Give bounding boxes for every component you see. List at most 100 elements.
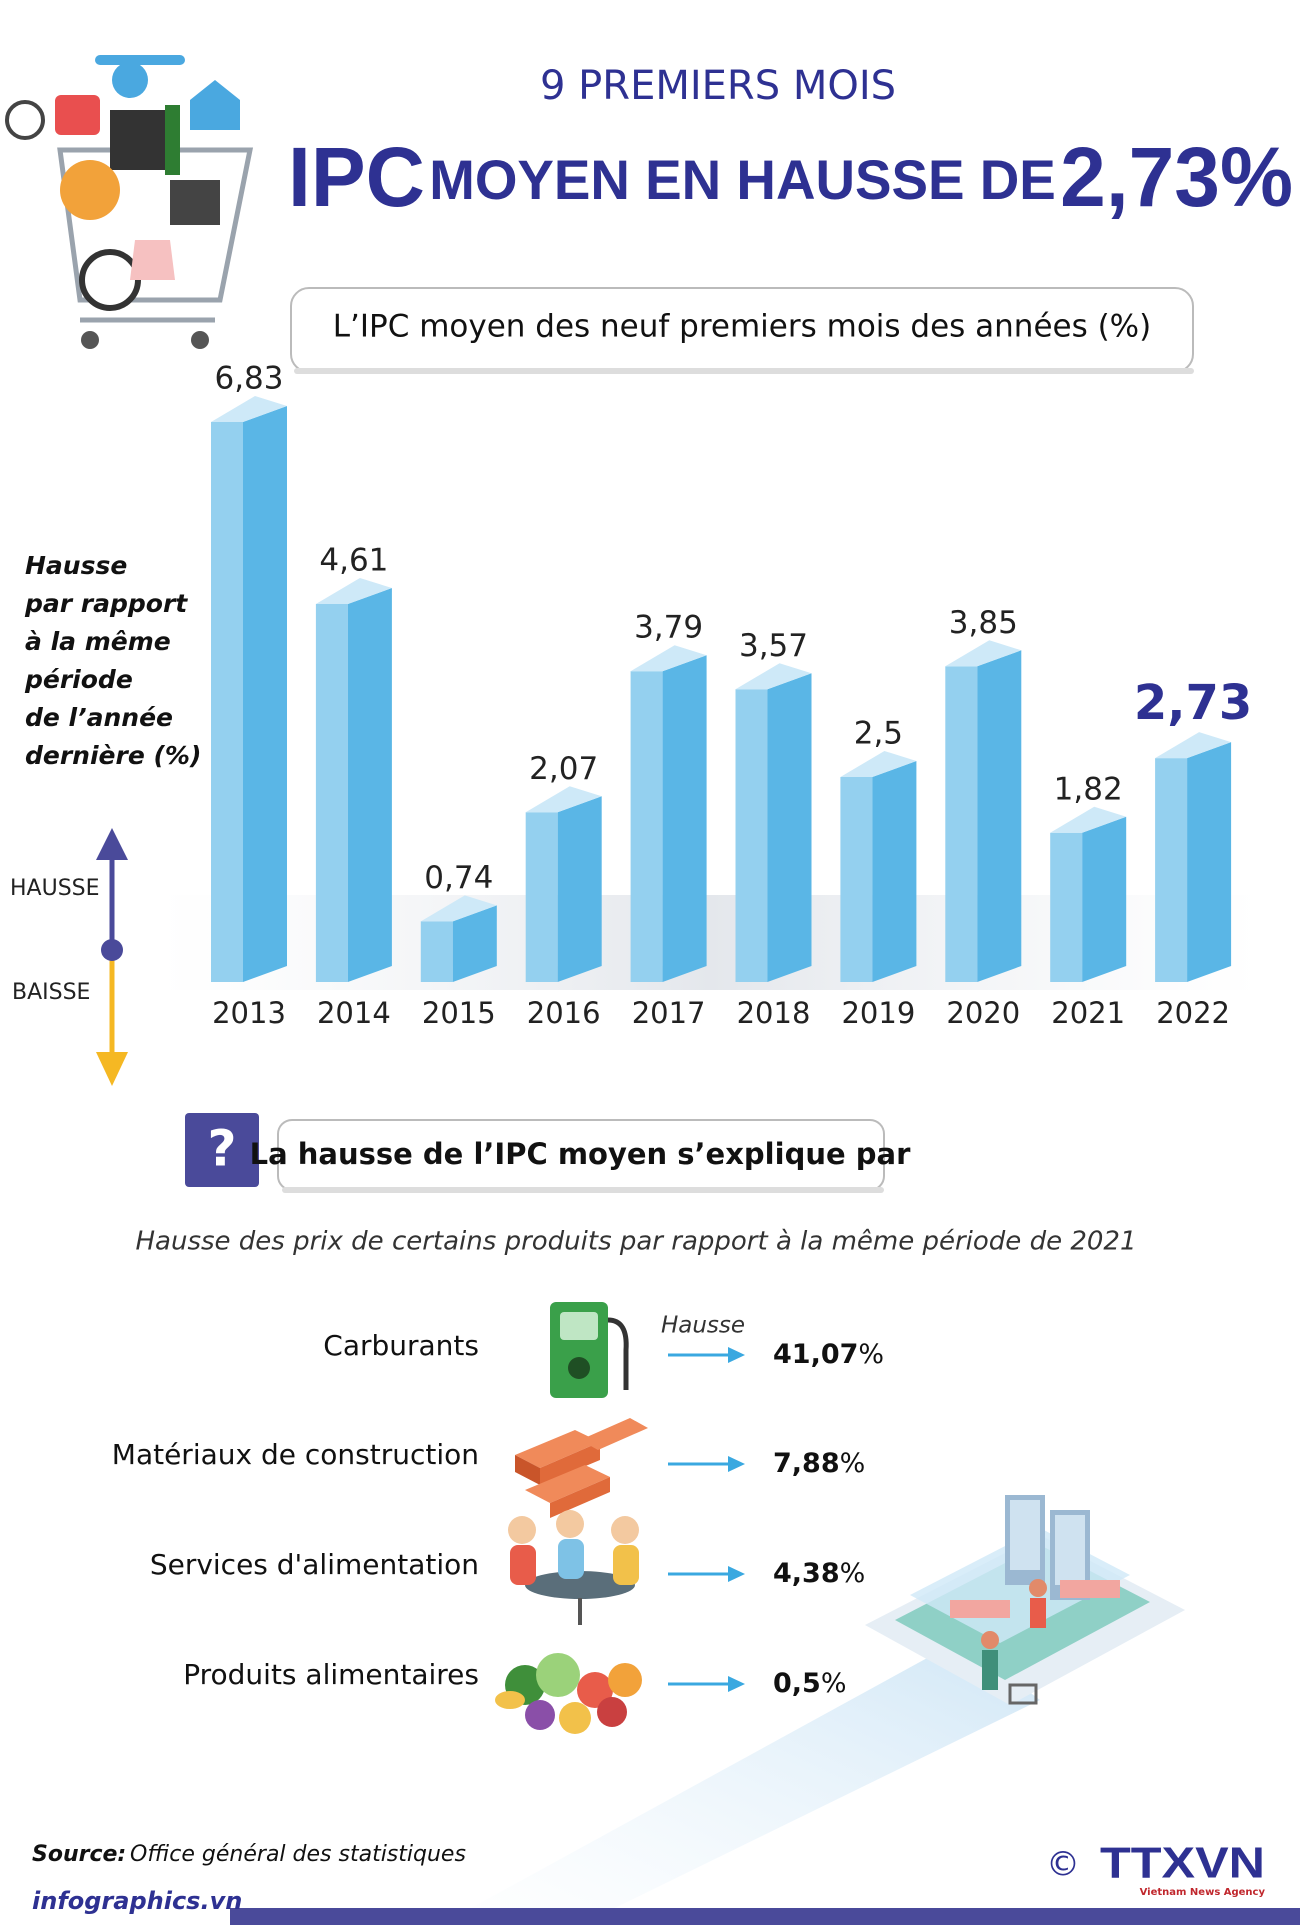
cart-illustration: [5, 55, 254, 349]
y-label: Hausse par rapport à la même période de l’an…: [24, 551, 201, 770]
item-value: 7,88%: [773, 1448, 865, 1479]
value-label: 2,5: [854, 716, 903, 752]
bar: [840, 777, 873, 982]
value-label: 4,61: [319, 542, 388, 578]
bar-side: [977, 650, 1022, 982]
bar: [735, 689, 768, 982]
value-label: 2,73: [1134, 675, 1252, 731]
bar-side: [452, 905, 497, 982]
items: Carburants 41,07% Matériaux de constructio…: [112, 1329, 884, 1699]
item-arrow-head: [728, 1566, 745, 1582]
direction-indicator: [96, 828, 128, 1086]
item-arrow-head: [728, 1456, 745, 1472]
value-label: 1,82: [1054, 771, 1123, 807]
item-unit: %: [840, 1448, 866, 1479]
y-label-line: dernière (%): [25, 741, 201, 770]
item-unit: %: [858, 1339, 884, 1370]
heading-box-shadow: [282, 1187, 884, 1193]
question-box: [185, 1113, 259, 1187]
bar-top: [945, 640, 1022, 667]
bar-top: [840, 751, 917, 777]
bar: [630, 671, 663, 982]
light-beam: [440, 1640, 1040, 1925]
headline-figure: 2,73%: [1060, 130, 1293, 224]
bar-top: [315, 577, 392, 604]
copyright: ©: [1046, 1845, 1080, 1885]
item-arrow-head: [728, 1347, 745, 1363]
bar-side: [243, 405, 287, 982]
produce-icon: [495, 1653, 642, 1734]
item-number: 7,88: [773, 1448, 840, 1479]
bar-top: [1155, 732, 1232, 759]
x-tick-label: 2021: [1051, 996, 1125, 1030]
y-label-line: de l’année: [25, 703, 173, 732]
bar: [1050, 832, 1083, 982]
bar-side: [1187, 742, 1232, 982]
headline-middle: MOYEN EN HAUSSE DE: [429, 148, 1056, 211]
item-value: 4,38%: [773, 1558, 865, 1589]
item-name: Carburants: [323, 1329, 479, 1362]
heading: La hausse de l’IPC moyen s’explique par: [250, 1137, 911, 1171]
item-unit: %: [821, 1668, 847, 1699]
item-value: 0,5%: [773, 1668, 847, 1699]
chart-title: L’IPC moyen des neuf premiers mois des a…: [333, 309, 1152, 345]
bar-top: [1050, 806, 1127, 833]
item-number: 0,5: [773, 1668, 821, 1699]
item-name: Matériaux de construction: [112, 1438, 479, 1471]
item-number: 41,07: [773, 1339, 858, 1370]
market-illustration: [865, 1495, 1185, 1705]
brick-icon: [515, 1418, 648, 1518]
bar: [1155, 758, 1188, 982]
y-label-line: à la même: [25, 627, 171, 656]
question-icon: ?: [207, 1120, 236, 1178]
x-tick-label: 2022: [1156, 996, 1230, 1030]
value-label: 0,74: [424, 860, 493, 896]
x-tick-label: 2017: [632, 996, 706, 1030]
logo-sub: Vietnam News Agency: [1140, 1887, 1266, 1898]
subtitle: Hausse des prix de certains produits par…: [135, 1227, 1136, 1257]
x-tick-label: 2013: [212, 996, 286, 1030]
x-tick-label: 2015: [422, 996, 496, 1030]
footer-band: [0, 1908, 1300, 1925]
y-label-line: par rapport: [24, 589, 188, 618]
item-unit: %: [840, 1558, 866, 1589]
bar-side: [1082, 816, 1127, 982]
x-tick-label: 2016: [527, 996, 601, 1030]
y-label-line: Hausse: [25, 551, 127, 580]
bar-side: [767, 673, 812, 982]
bar-top: [525, 786, 602, 813]
up-label: HAUSSE: [10, 876, 100, 901]
bar-side: [872, 761, 917, 982]
site: infographics.vn: [32, 1887, 242, 1915]
kicker: 9 PREMIERS MOIS: [540, 63, 896, 109]
item-arrow-head: [728, 1676, 745, 1692]
x-tick-label: 2014: [317, 996, 391, 1030]
x-tick-label: 2019: [841, 996, 915, 1030]
down-label: BAISSE: [12, 980, 90, 1005]
arrow-label: Hausse: [661, 1313, 745, 1339]
item-number: 4,38: [773, 1558, 840, 1589]
fuel-icon: [550, 1302, 629, 1398]
bar: [315, 603, 348, 982]
value-label: 2,07: [529, 751, 598, 787]
logo: TTXVN: [1100, 1839, 1265, 1888]
bar-top: [735, 663, 812, 690]
bar-side: [557, 796, 602, 982]
bar-side: [347, 587, 392, 982]
source-label: Source:: [32, 1842, 126, 1867]
bar: [211, 421, 243, 982]
restaurant-icon: [508, 1510, 639, 1625]
bar: [420, 921, 453, 982]
bar-side: [662, 655, 707, 982]
x-tick-label: 2020: [946, 996, 1020, 1030]
bar-top: [420, 895, 497, 922]
x-tick-label: 2018: [737, 996, 811, 1030]
value-label: 3,85: [949, 605, 1018, 641]
chart-title-box-shadow: [294, 368, 1194, 374]
value-label: 3,79: [634, 610, 703, 646]
item-value: 41,07%: [773, 1339, 884, 1370]
item-name: Produits alimentaires: [183, 1658, 479, 1691]
bar: [945, 666, 978, 982]
item-name: Services d'alimentation: [150, 1548, 479, 1581]
